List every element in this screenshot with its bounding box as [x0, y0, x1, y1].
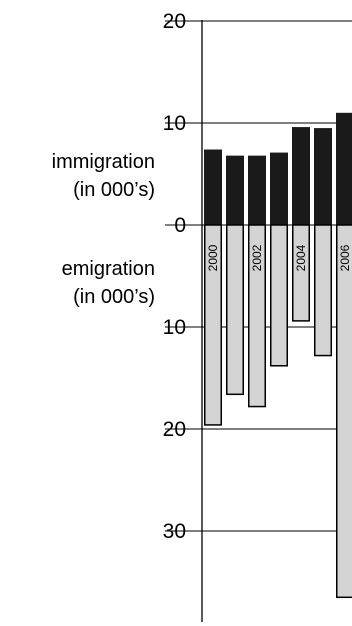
- emigration-bar-2005: [314, 224, 332, 357]
- immigration-bar-2006: [336, 112, 352, 225]
- immigration-unit-label: (in 000’s): [73, 179, 155, 201]
- emigration-bar-2003: [270, 224, 288, 367]
- year-label-2006: 2006: [338, 244, 352, 271]
- emigration-bar-2001: [226, 224, 244, 396]
- y-tick-label: 20: [163, 10, 186, 33]
- emigration-bar-2000: [204, 224, 222, 426]
- emigration-label: emigration: [62, 258, 155, 280]
- y-tick-labels: 0 10 20 10 20 30: [163, 10, 186, 543]
- immigration-label: immigration: [52, 151, 155, 173]
- bars: [204, 112, 352, 599]
- year-labels: 2000 2002 2004 2006: [206, 244, 352, 271]
- y-tick-label: 20: [163, 418, 186, 441]
- immigration-bar-2001: [226, 155, 244, 225]
- emigration-bar-2002: [248, 224, 266, 408]
- immigration-bar-2002: [248, 155, 266, 225]
- emigration-bar-2004: [292, 224, 310, 322]
- y-tick-label: 30: [163, 520, 186, 543]
- year-label-2000: 2000: [206, 244, 220, 271]
- immigration-bar-2004: [292, 127, 310, 225]
- immigration-bar-2000: [204, 149, 222, 225]
- immigration-bar-2003: [270, 152, 288, 225]
- emigration-bar-2006: [336, 224, 352, 599]
- y-tick-label: 0: [174, 214, 186, 237]
- year-label-2004: 2004: [294, 244, 308, 271]
- immigration-bar-2005: [314, 128, 332, 225]
- year-label-2002: 2002: [250, 244, 264, 271]
- emigration-unit-label: (in 000’s): [73, 286, 155, 308]
- y-tick-label: 10: [163, 112, 186, 135]
- y-tick-label: 10: [163, 316, 186, 339]
